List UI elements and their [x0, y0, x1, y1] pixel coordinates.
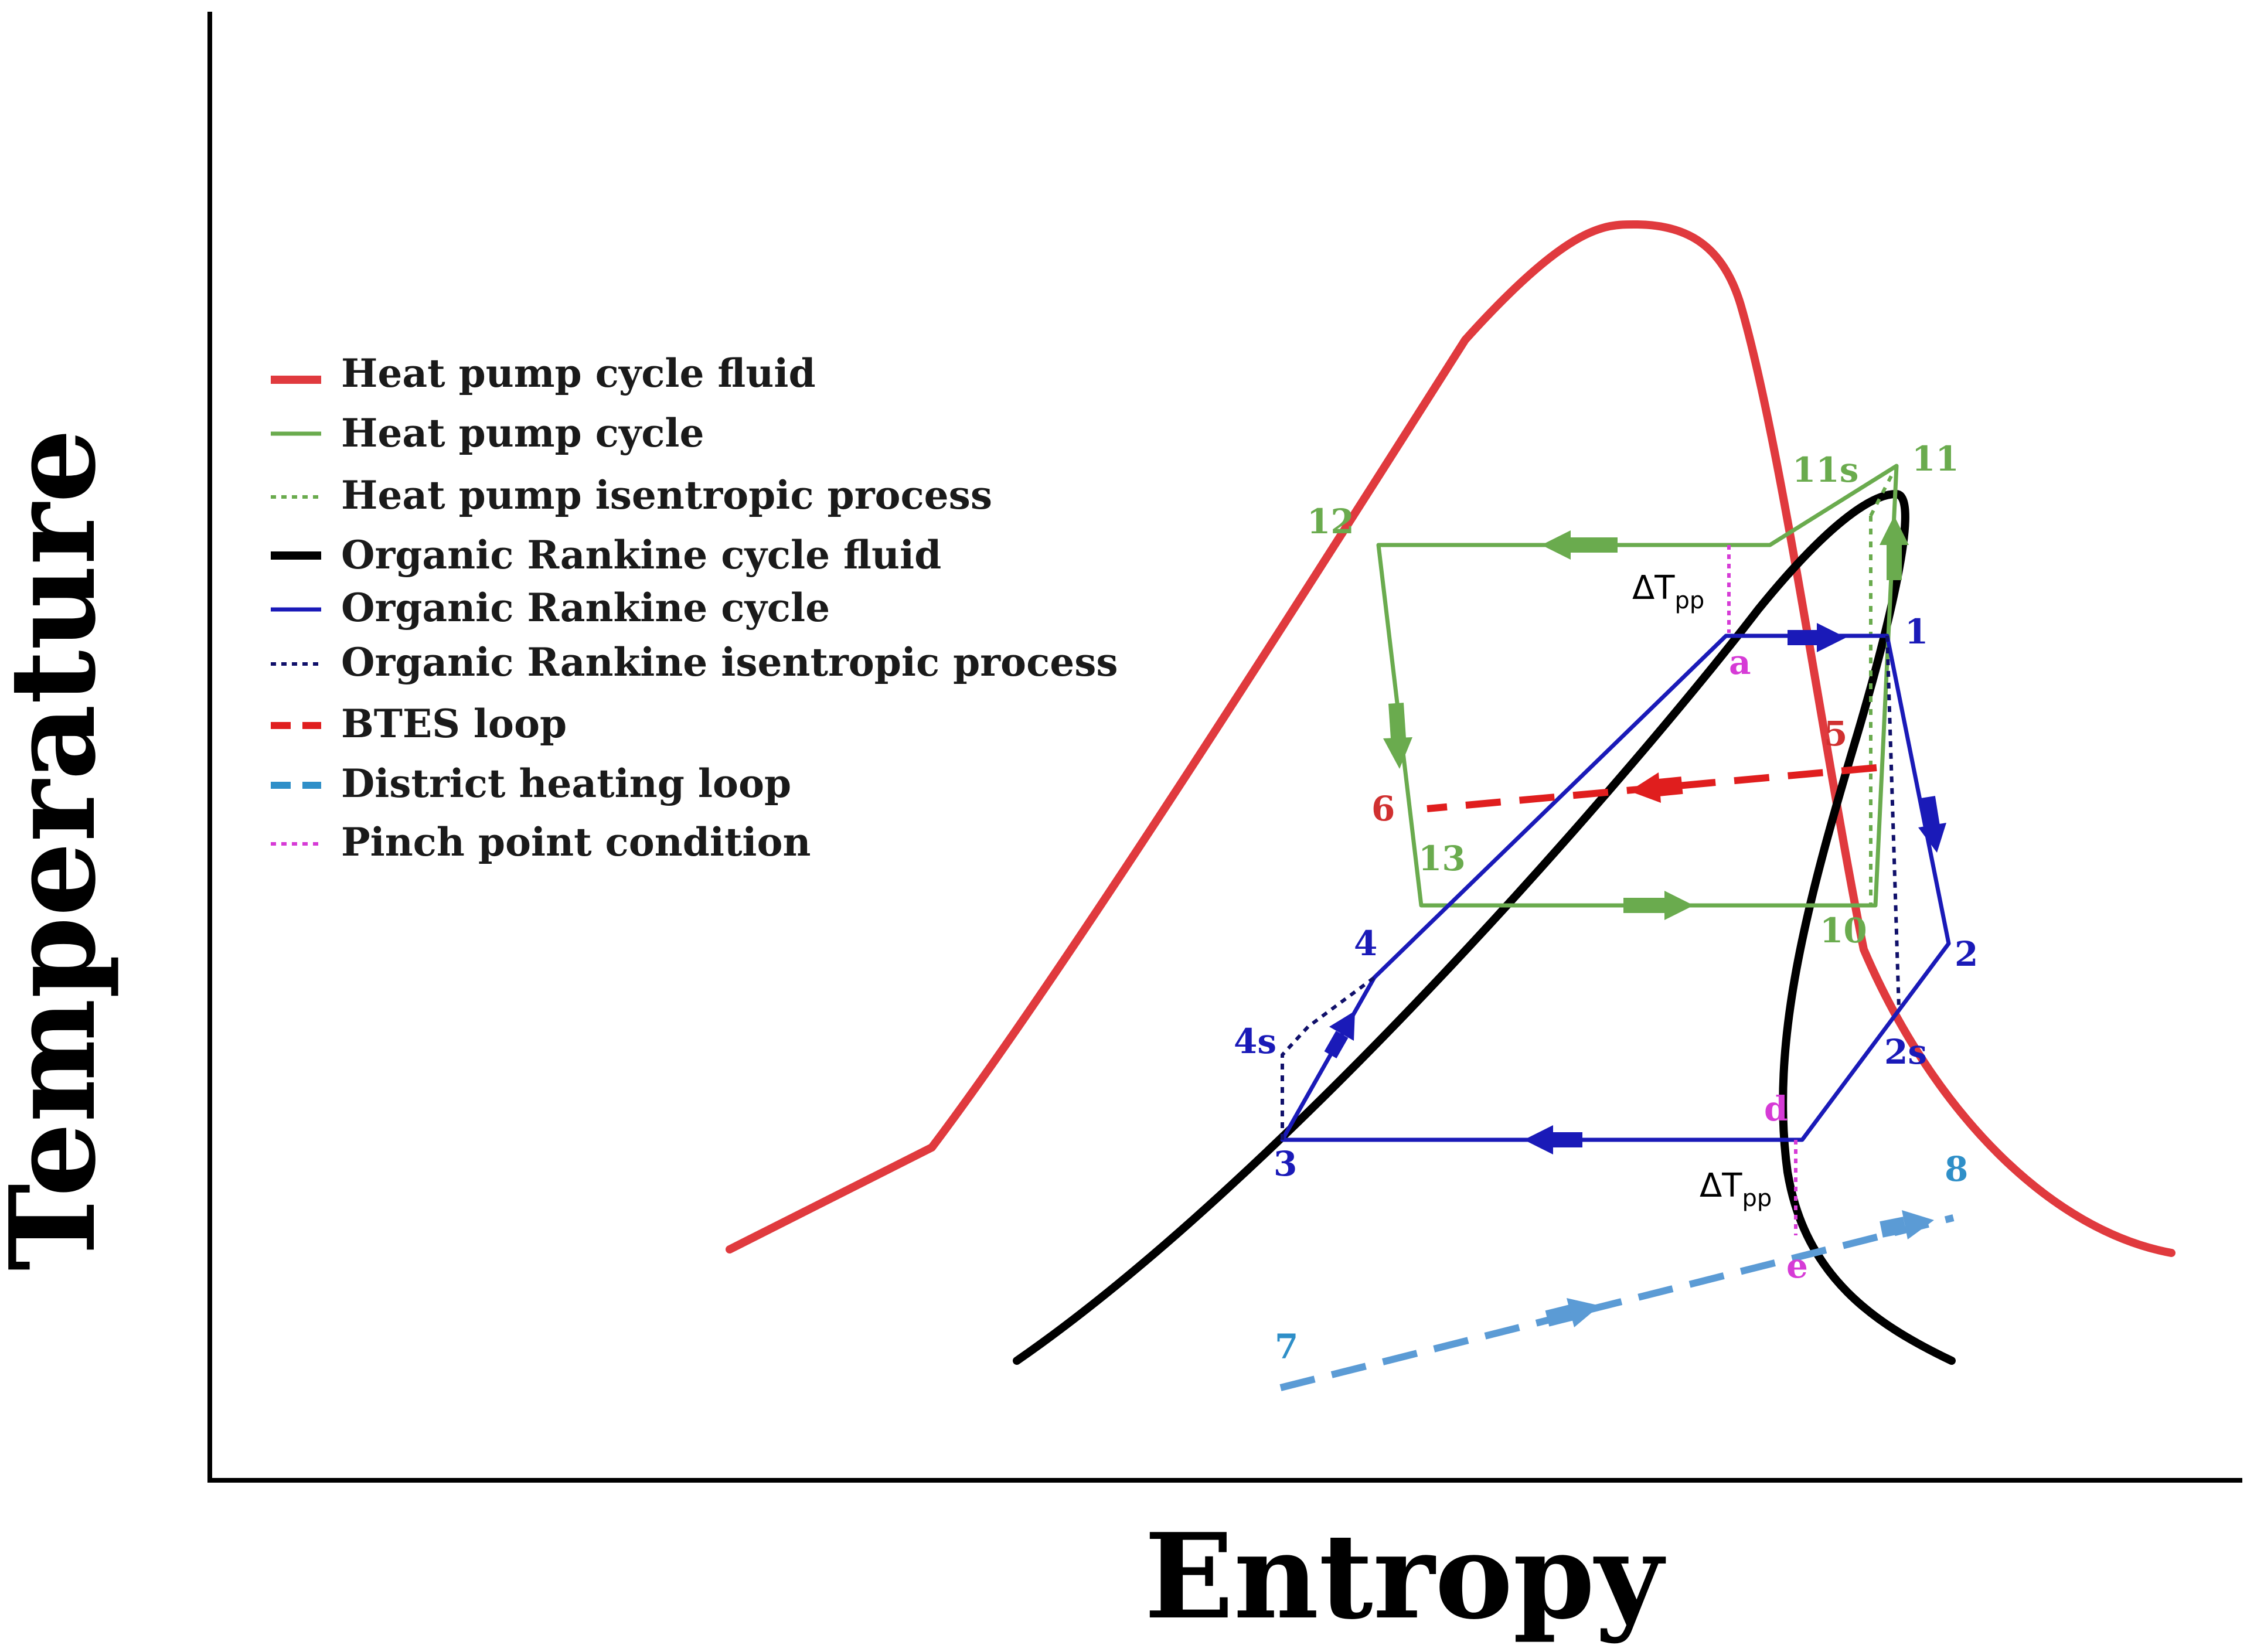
legend: Heat pump cycle fluid Heat pump cycle He…	[271, 350, 1118, 865]
state-label-12: 12	[1307, 502, 1354, 541]
heat-pump-isentropic-top	[1869, 465, 1898, 517]
state-label-11: 11	[1912, 439, 1959, 479]
y-axis-title: Temperature	[0, 428, 122, 1270]
state-label-1: 1	[1905, 612, 1928, 652]
district-heating-line	[1279, 1214, 1955, 1391]
heat-pump-arrow-left	[1541, 530, 1618, 560]
orc-arrow-left	[1524, 1125, 1582, 1154]
orc-fluid-curve	[1013, 489, 1956, 1365]
state-label-6: 6	[1371, 789, 1395, 829]
district-heating-arrow-2	[1880, 1210, 1934, 1239]
state-label-e: e	[1786, 1246, 1808, 1286]
state-label-4: 4	[1354, 924, 1377, 963]
legend-label-heat-pump-isentropic: Heat pump isentropic process	[341, 472, 992, 518]
orc-isentropic-expansion	[1885, 635, 1901, 1009]
state-label-4s: 4s	[1234, 1021, 1276, 1061]
orc-arrow-down	[1918, 796, 1946, 853]
legend-label-heat-pump-fluid: Heat pump cycle fluid	[341, 350, 816, 396]
legend-label-heat-pump-cycle: Heat pump cycle	[341, 410, 704, 456]
state-label-3: 3	[1274, 1144, 1297, 1184]
heat-pump-arrow-up	[1880, 516, 1909, 580]
state-label-5: 5	[1824, 714, 1847, 754]
state-label-8: 8	[1945, 1149, 1968, 1189]
legend-label-orc-isentropic: Organic Rankine isentropic process	[341, 639, 1118, 685]
heat-pump-arrow-right	[1623, 891, 1694, 920]
orc-arrow-up	[1324, 1011, 1355, 1058]
district-heating-arrow-1	[1545, 1298, 1600, 1327]
legend-label-pinch-point: Pinch point condition	[341, 819, 811, 865]
legend-label-orc-fluid: Organic Rankine cycle fluid	[341, 532, 941, 578]
state-label-11s: 11s	[1792, 450, 1858, 490]
state-label-a: a	[1729, 642, 1751, 682]
state-label-10: 10	[1820, 911, 1867, 951]
heat-pump-arrow-down	[1383, 703, 1412, 769]
btes-loop-arrow	[1629, 772, 1683, 803]
legend-label-btes-loop: BTES loop	[341, 701, 567, 747]
x-axis-title: Entropy	[1144, 1508, 1666, 1646]
pinch-upper-label: ΔTpp	[1632, 569, 1704, 614]
state-label-13: 13	[1418, 839, 1466, 878]
heat-pump-fluid-dome	[726, 220, 2175, 1257]
pinch-lower-label: ΔTpp	[1700, 1167, 1772, 1212]
orc-arrow-right	[1788, 623, 1846, 652]
orc-isentropic-pump	[1281, 976, 1376, 1140]
state-label-7: 7	[1275, 1327, 1298, 1367]
state-label-2: 2	[1955, 934, 1978, 974]
state-label-2s: 2s	[1884, 1032, 1927, 1072]
legend-label-orc-cycle: Organic Rankine cycle	[341, 585, 830, 631]
state-label-d: d	[1764, 1089, 1788, 1129]
legend-label-district-heating: District heating loop	[341, 761, 791, 806]
